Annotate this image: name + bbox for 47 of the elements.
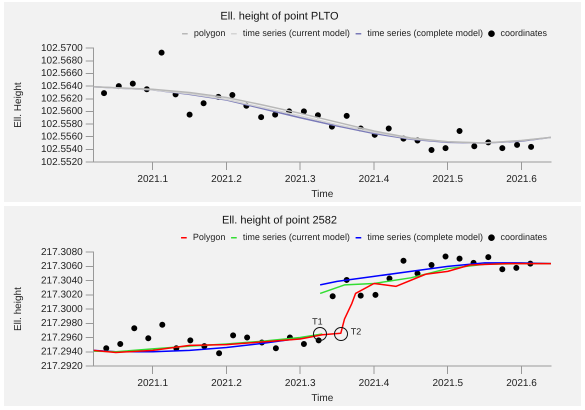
x-tick-label: 2021.2 <box>211 174 242 185</box>
legend-label: time series (current model) <box>242 28 350 38</box>
y-tick-label: 102.5520 <box>40 156 84 168</box>
legend-label: time series (complete model) <box>367 28 483 38</box>
y-tick-label: 102.5700 <box>40 42 84 54</box>
y-tick-label: 102.5640 <box>40 80 84 92</box>
y-tick-label: 217.3000 <box>40 304 84 315</box>
y-tick-label: 217.2960 <box>40 332 84 344</box>
annotation: T2 <box>350 326 362 336</box>
y-tick-label: 217.3040 <box>40 275 84 286</box>
legend-label: coordinates <box>500 28 548 38</box>
x-tick-label: 2021.1 <box>137 174 168 185</box>
legend-label: Polygon <box>192 232 226 242</box>
x-tick-label: 2021.4 <box>358 174 390 185</box>
y-axis-title: Ell. Height <box>12 82 24 128</box>
y-tick-label: 217.3080 <box>40 246 84 258</box>
y-tick-label: 217.3020 <box>40 290 84 301</box>
x-tick-label: 2021.1 <box>137 378 168 389</box>
legend-label: time series (current model) <box>242 232 350 242</box>
x-tick-label: 2021.3 <box>284 174 316 185</box>
y-tick-label: 217.3060 <box>40 261 84 272</box>
x-tick-label: 2021.2 <box>211 378 242 389</box>
y-tick-label: 217.2940 <box>40 346 84 358</box>
y-tick-label: 102.5600 <box>40 106 84 118</box>
x-tick-label: 2021.3 <box>284 378 316 389</box>
y-tick-label: 102.5660 <box>40 68 84 80</box>
legend-label: polygon <box>194 28 226 38</box>
x-axis-title: Time <box>311 188 334 200</box>
y-tick-label: 102.5540 <box>40 144 84 156</box>
y-tick-label: 102.5580 <box>40 118 84 130</box>
chart-title: Ell. height of point 2582 <box>222 214 337 227</box>
x-tick-label: 2021.5 <box>432 174 464 185</box>
legend-label: time series (complete model) <box>367 232 483 242</box>
legend-label: coordinates <box>500 232 548 242</box>
x-tick-label: 2021.6 <box>506 174 538 185</box>
y-tick-label: 102.5680 <box>40 56 84 67</box>
y-tick-label: 102.5560 <box>40 131 84 142</box>
y-tick-label: 102.5620 <box>40 94 84 105</box>
chart-title: Ell. height of point PLTO <box>220 10 340 23</box>
annotation: T1 <box>312 316 323 326</box>
x-tick-label: 2021.5 <box>432 378 464 389</box>
x-tick-label: 2021.6 <box>506 378 538 389</box>
y-tick-label: 217.2920 <box>40 360 84 372</box>
y-axis-title: Ell. height <box>12 286 24 332</box>
x-axis-title: Time <box>311 392 334 404</box>
x-tick-label: 2021.4 <box>358 378 390 389</box>
y-tick-label: 217.2980 <box>40 318 84 330</box>
